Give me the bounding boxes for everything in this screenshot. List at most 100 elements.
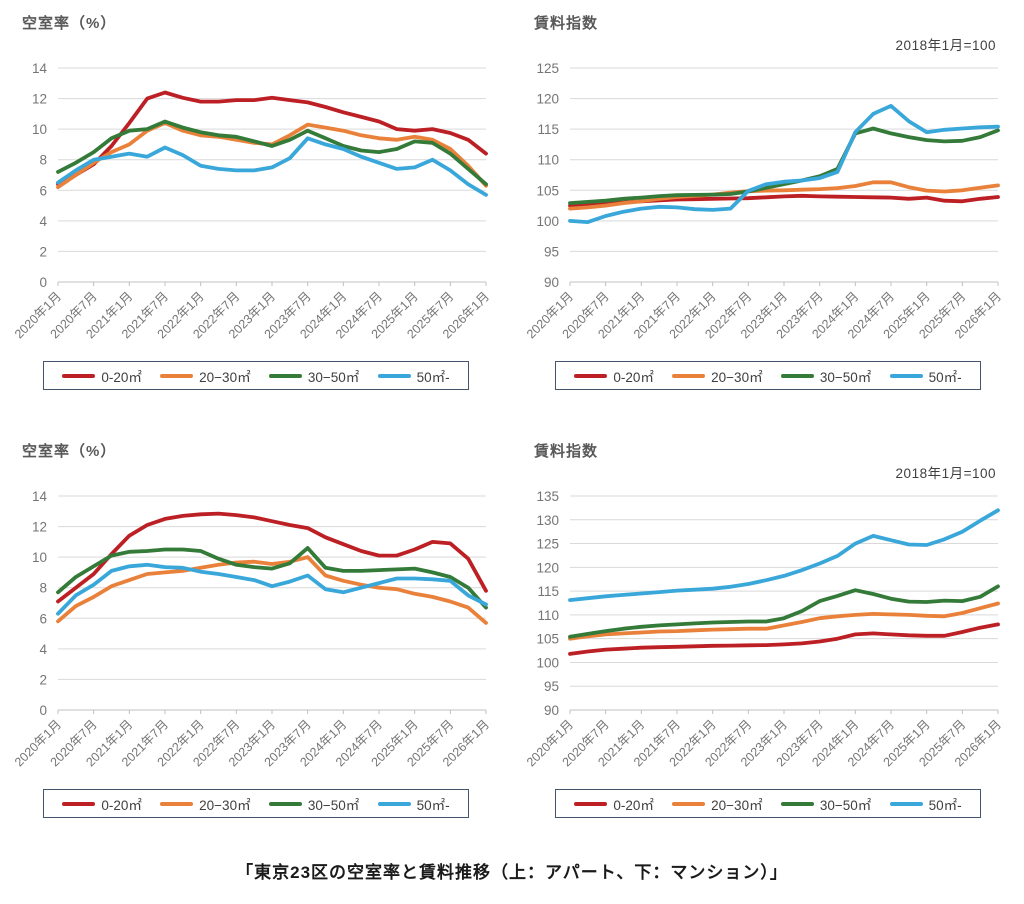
legend-label: 0-20㎡ xyxy=(101,369,142,385)
legend-swatch-orange xyxy=(672,373,706,378)
y-axis-tick-label: 4 xyxy=(39,642,47,657)
legend-item: 0-20㎡ xyxy=(574,794,654,814)
y-axis-tick-label: 12 xyxy=(32,520,47,535)
legend-label: 20−30㎡ xyxy=(711,797,763,813)
mansion-rent-panel: 賃料指数 2018年1月=100 90 95 100 105 110 115 120 125 1… xyxy=(512,434,1024,818)
mansion-rent-line-chart: 90951001051101151201251301352020年1月2020年… xyxy=(524,489,1004,769)
charts-grid: 空室率（%） 0 2 4 6 8 10 12 14 2020年1月 2020年7月 2021年1月 2… xyxy=(0,6,1024,818)
legend-swatch-blue xyxy=(889,801,923,806)
legend-item: 50㎡- xyxy=(377,366,450,386)
y-axis-tick-label: 115 xyxy=(537,122,559,137)
series-line-30-50 xyxy=(568,584,1000,639)
y-axis-tick-label: 110 xyxy=(537,608,559,623)
legend-item: 0-20㎡ xyxy=(574,366,654,386)
y-axis-tick-label: 100 xyxy=(536,214,559,229)
series-line-50plus xyxy=(568,508,1000,602)
chart-legend: 0-20㎡ 20−30㎡ 30−50㎡ 50㎡- xyxy=(43,789,469,818)
figure-caption: 「東京23区の空室率と賃料推移（上：アパート、下：マンション）」 xyxy=(236,863,788,882)
apartment-vacancy-panel: 空室率（%） 0 2 4 6 8 10 12 14 2020年1月 2020年7月 2021年1月 2… xyxy=(0,6,512,390)
chart-header: 空室率（%） xyxy=(0,6,512,56)
series-line-30-50 xyxy=(568,126,1000,206)
chart-subtitle: 2018年1月=100 xyxy=(895,38,996,53)
chart-title: 賃料指数 xyxy=(534,443,599,460)
legend-label: 30−50㎡ xyxy=(819,369,872,385)
legend-label: 20−30㎡ xyxy=(711,369,763,385)
series-line-30-50 xyxy=(56,546,488,610)
y-axis-tick-label: 14 xyxy=(32,489,48,504)
y-axis-tick-label: 8 xyxy=(39,153,47,168)
y-axis-tick-label: 14 xyxy=(32,61,48,76)
y-axis-tick-label: 95 xyxy=(544,244,559,259)
legend-item: 20−30㎡ xyxy=(672,794,763,814)
y-axis-tick-label: 2 xyxy=(39,672,47,687)
legend-label: 50㎡- xyxy=(416,369,450,385)
series-line-50plus xyxy=(568,104,1000,225)
series-line-20-30 xyxy=(568,180,1000,211)
legend-swatch-orange xyxy=(160,801,194,806)
y-axis-tick-label: 135 xyxy=(536,489,559,504)
y-axis-tick-label: 110 xyxy=(537,153,559,168)
legend-swatch-green xyxy=(780,373,814,378)
y-axis-tick-label: 6 xyxy=(39,611,47,626)
y-axis-tick-label: 10 xyxy=(32,122,47,137)
y-axis-tick-label: 6 xyxy=(39,183,47,198)
legend-label: 50㎡- xyxy=(928,369,962,385)
y-axis-tick-label: 115 xyxy=(537,584,559,599)
legend-swatch-green xyxy=(780,801,814,806)
chart-header: 賃料指数 2018年1月=100 xyxy=(512,434,1024,484)
series-line-50plus xyxy=(56,562,488,616)
legend-item: 20−30㎡ xyxy=(672,366,763,386)
legend-label: 20−30㎡ xyxy=(199,369,251,385)
legend-item: 30−50㎡ xyxy=(268,366,360,386)
series-line-50plus xyxy=(56,136,488,197)
legend-item: 30−50㎡ xyxy=(780,794,871,814)
legend-item: 20−30㎡ xyxy=(160,794,251,814)
y-axis-tick-label: 4 xyxy=(39,214,47,229)
y-axis-tick-label: 125 xyxy=(536,61,559,76)
chart-title: 空室率（%） xyxy=(22,15,117,32)
series-line-0-20 xyxy=(568,622,1000,656)
series-line-20-30 xyxy=(568,601,1000,641)
legend-item: 0-20㎡ xyxy=(62,366,142,386)
legend-item: 20−30㎡ xyxy=(160,366,251,386)
apartment-vacancy-line-chart: 024681012142020年1月2020年7月2021年1月2021年7月2… xyxy=(12,61,492,341)
legend-label: 30−50㎡ xyxy=(307,369,360,385)
apartment-rent-line-chart: 90951001051101151201252020年1月2020年7月2021… xyxy=(524,61,1004,341)
chart-header: 賃料指数 2018年1月=100 xyxy=(512,6,1024,56)
y-axis-tick-label: 2 xyxy=(39,244,47,259)
series-line-30-50 xyxy=(56,119,488,187)
legend-item: 50㎡- xyxy=(889,794,962,814)
legend-swatch-blue xyxy=(377,373,411,378)
legend-swatch-green xyxy=(268,373,302,378)
mansion-vacancy-line-chart: 024681012142020年1月2020年7月2021年1月2021年7月2… xyxy=(12,489,492,769)
legend-swatch-red xyxy=(62,801,96,806)
legend-label: 50㎡- xyxy=(416,797,450,813)
y-axis-tick-label: 12 xyxy=(32,92,47,107)
y-axis-tick-label: 95 xyxy=(544,679,559,694)
legend-label: 30−50㎡ xyxy=(307,797,360,813)
chart-title: 空室率（%） xyxy=(22,443,117,460)
y-axis-tick-label: 125 xyxy=(536,537,559,552)
y-axis-tick-label: 0 xyxy=(39,703,47,718)
legend-swatch-blue xyxy=(377,801,411,806)
legend-label: 0-20㎡ xyxy=(613,797,654,813)
legend-item: 50㎡- xyxy=(377,794,450,814)
legend-swatch-blue xyxy=(889,373,923,378)
legend-item: 30−50㎡ xyxy=(268,794,360,814)
legend-item: 30−50㎡ xyxy=(780,366,872,386)
series-line-0-20 xyxy=(56,90,488,187)
mansion-vacancy-panel: 空室率（%） 0 2 4 6 8 10 12 14 2020年1月 2020年7月 2021年1月 2… xyxy=(0,434,512,818)
y-axis-tick-label: 90 xyxy=(544,275,559,290)
y-axis-tick-label: 120 xyxy=(536,560,559,575)
y-axis-tick-label: 120 xyxy=(536,92,559,107)
legend-swatch-green xyxy=(268,801,302,806)
chart-title: 賃料指数 xyxy=(534,15,599,32)
legend-item: 50㎡- xyxy=(889,366,962,386)
legend-label: 20−30㎡ xyxy=(199,797,251,813)
apartment-rent-panel: 賃料指数 2018年1月=100 90 95 100 105 110 115 120 125 2… xyxy=(512,6,1024,390)
legend-swatch-red xyxy=(574,373,608,378)
series-line-0-20 xyxy=(56,511,488,604)
legend-swatch-red xyxy=(574,801,608,806)
legend-label: 50㎡- xyxy=(928,797,962,813)
